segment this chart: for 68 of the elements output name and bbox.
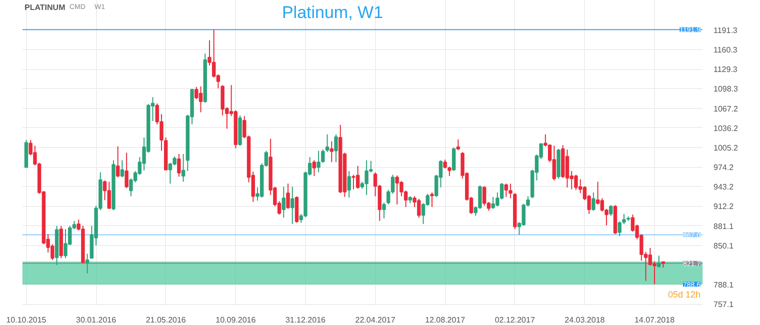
y-tick-label: 1098.3 bbox=[714, 84, 739, 94]
y-tick-label: 1036.2 bbox=[714, 124, 739, 133]
candlestick bbox=[312, 160, 316, 177]
y-tick-label: 912.2 bbox=[714, 202, 734, 212]
candlestick bbox=[592, 192, 596, 212]
annotation: 05d 12h bbox=[668, 290, 701, 300]
candlestick bbox=[286, 183, 290, 210]
candlestick bbox=[508, 183, 512, 199]
candlestick bbox=[107, 181, 111, 210]
candlestick bbox=[618, 221, 622, 237]
x-tick-label: 10.09.2016 bbox=[216, 316, 256, 324]
chart-title: Platinum, W1 bbox=[282, 3, 384, 22]
candlestick bbox=[609, 204, 613, 216]
candlestick bbox=[478, 185, 482, 210]
x-tick-label: 12.08.2017 bbox=[425, 316, 466, 324]
candlestick bbox=[482, 186, 486, 206]
y-tick-label: 974.2 bbox=[714, 163, 734, 172]
candlestick bbox=[168, 162, 172, 184]
y-tick-label: 1005.2 bbox=[714, 144, 739, 153]
candlestick bbox=[382, 202, 386, 219]
x-tick-label: 24.03.2018 bbox=[564, 316, 606, 324]
candlestick bbox=[352, 174, 356, 190]
y-tick-label: 1191.3 bbox=[714, 26, 738, 35]
y-tick-label: 881.1 bbox=[714, 222, 734, 231]
y-tick-label: 850.1 bbox=[714, 241, 734, 250]
y-tick-label: 943.2 bbox=[714, 182, 734, 192]
x-tick-label: 21.05.2016 bbox=[146, 316, 186, 324]
candlestick bbox=[452, 147, 456, 172]
x-tick-label: 30.01.2016 bbox=[76, 316, 117, 324]
y-tick-label: 1160.3 bbox=[714, 46, 738, 55]
candlestick bbox=[448, 166, 452, 177]
x-tick-label: 10.10.2015 bbox=[6, 316, 47, 324]
candlestick bbox=[282, 186, 286, 218]
x-tick-label: 14.07.2018 bbox=[634, 316, 676, 324]
candlestick bbox=[212, 29, 216, 78]
candlestick bbox=[600, 198, 604, 212]
candlestick bbox=[430, 192, 434, 208]
candlestick bbox=[504, 183, 508, 198]
y-tick-label: 788.1 bbox=[714, 280, 734, 290]
candlestick bbox=[294, 196, 299, 224]
candlestick bbox=[334, 134, 338, 163]
candlestick bbox=[85, 253, 90, 274]
candlestick bbox=[198, 86, 203, 113]
x-tick-label: 02.12.2017 bbox=[494, 316, 536, 324]
candlestick bbox=[194, 86, 198, 100]
candlestick bbox=[456, 138, 460, 151]
candlestick bbox=[177, 153, 181, 178]
x-tick-label: 22.04.2017 bbox=[355, 316, 396, 324]
candlestick bbox=[325, 134, 330, 153]
annotation: PLATINUM bbox=[24, 3, 66, 12]
candlestick bbox=[657, 255, 661, 268]
candlestick bbox=[552, 145, 556, 181]
candlestick bbox=[290, 186, 294, 225]
x-tick-label: 31.12.2016 bbox=[285, 316, 326, 324]
candlestick bbox=[181, 153, 186, 182]
candlestick bbox=[565, 149, 570, 188]
y-tick-label: 757.1 bbox=[714, 300, 734, 310]
candlestick bbox=[347, 170, 351, 198]
candlestick bbox=[120, 160, 124, 178]
candlestick bbox=[116, 146, 120, 178]
candlestick bbox=[356, 165, 360, 190]
candlestick bbox=[574, 174, 578, 190]
y-tick-label: 1129.3 bbox=[714, 65, 738, 74]
candlestick bbox=[124, 152, 128, 189]
candlestick bbox=[330, 140, 334, 163]
candlestick bbox=[622, 213, 626, 225]
candlestick bbox=[64, 228, 68, 259]
y-tick-label: 1067.2 bbox=[714, 104, 739, 114]
